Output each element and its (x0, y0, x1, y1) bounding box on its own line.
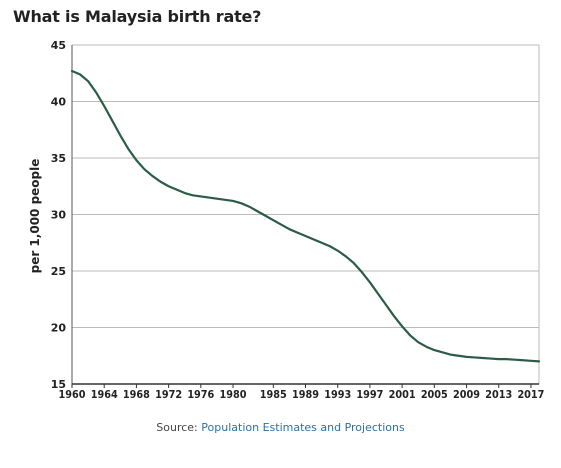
y-tick-label: 15 (51, 378, 66, 391)
source-label: Source: (156, 421, 198, 434)
y-tick-label: 40 (51, 96, 67, 109)
x-tick-label: 1968 (123, 389, 150, 401)
x-tick-label: 2009 (453, 389, 480, 401)
x-tick-label: 2001 (389, 389, 416, 401)
x-tick-label: 2005 (421, 389, 448, 401)
x-tick-label: 1985 (260, 389, 287, 401)
series-lines (70, 69, 541, 363)
y-tick-label: 35 (51, 152, 66, 165)
x-tick-label: 1989 (292, 389, 319, 401)
x-tick-labels: 1960 1964 1968 1972 1976 1980 1985 1989 1993 1997… (59, 389, 545, 401)
x-tick-label: 1972 (155, 389, 182, 401)
x-tick-label: 1997 (356, 389, 383, 401)
x-tick-label: 1964 (91, 389, 118, 401)
source-note: Source: Population Estimates and Project… (0, 421, 561, 434)
y-tick-label: 30 (51, 209, 67, 222)
chart-title: What is Malaysia birth rate? (13, 7, 262, 26)
x-tick-label: 1993 (324, 389, 351, 401)
y-tick-label: 25 (51, 265, 66, 278)
gridlines (72, 44, 539, 328)
y-axis-label: per 1,000 people (28, 159, 42, 274)
y-tick-label: 45 (51, 39, 66, 52)
x-tick-label: 1976 (187, 389, 214, 401)
birth-rate-line (70, 69, 541, 363)
x-tick-label: 2013 (485, 389, 512, 401)
source-link[interactable]: Population Estimates and Projections (201, 421, 405, 434)
x-tick-label: 1980 (220, 389, 247, 401)
axes (71, 45, 540, 388)
x-tick-label: 2017 (517, 389, 544, 401)
y-tick-label: 20 (51, 322, 67, 335)
x-tick-label: 1960 (59, 389, 86, 401)
y-tick-labels: 15 20 25 30 35 40 45 (51, 39, 67, 391)
